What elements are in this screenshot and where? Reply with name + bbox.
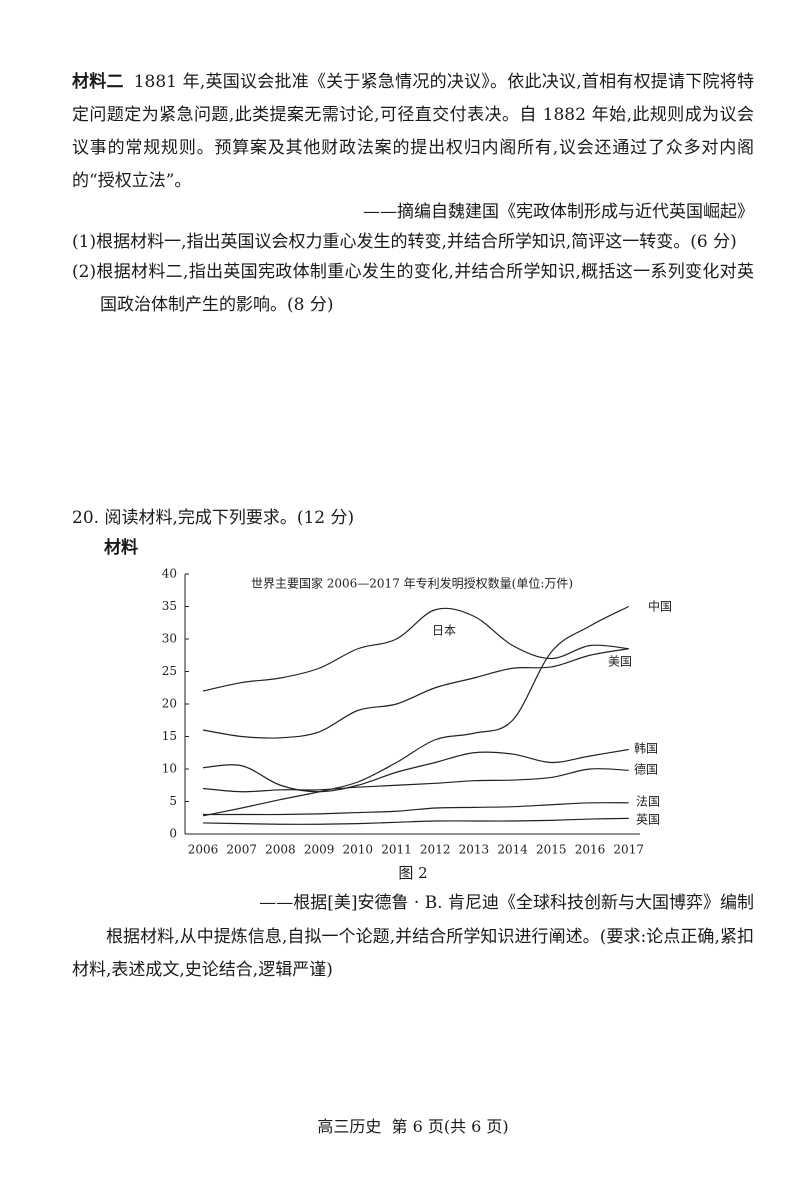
figure-caption: 图 2 xyxy=(398,864,428,882)
y-tick-label: 15 xyxy=(162,729,177,743)
series-label: 日本 xyxy=(432,624,456,638)
chart: 世界主要国家 2006—2017 年专利发明授权数量(单位:万件) 0 5 10 15… xyxy=(162,567,672,857)
x-tick-label: 2008 xyxy=(265,843,296,857)
material-label: 材料二 xyxy=(72,72,124,92)
series-line xyxy=(202,748,629,793)
series-line xyxy=(202,768,629,793)
question: (2)根据材料二,指出英国宪政体制重心发生的变化,并结合所学知识,概括这一系列变… xyxy=(72,262,754,315)
series-label: 美国 xyxy=(608,655,632,669)
x-tick-label: 2012 xyxy=(420,843,451,857)
material-text: 1881 年,英国议会批准《关于紧急情况的决议》。依此决议,首相有权提请下院将特… xyxy=(72,72,754,191)
material-label: 材料 xyxy=(104,538,138,558)
series-label: 德国 xyxy=(634,762,658,777)
x-tick-label: 2010 xyxy=(343,843,374,857)
series-line xyxy=(202,817,629,825)
prompt: 根据材料,从中提炼信息,自拟一个论题,并结合所学知识进行阐述。(要求:论点正确,… xyxy=(72,927,754,980)
y-tick-label: 40 xyxy=(162,567,177,581)
series-line xyxy=(202,605,629,817)
x-tick-label: 2014 xyxy=(497,843,528,857)
series-label: 法国 xyxy=(636,795,660,809)
series-label: 韩国 xyxy=(634,741,658,756)
x-tick-label: 2007 xyxy=(226,843,257,857)
x-tick-label: 2016 xyxy=(575,843,606,857)
series-line xyxy=(202,607,629,692)
y-tick-label: 35 xyxy=(162,599,177,613)
x-tick-label: 2006 xyxy=(188,843,219,857)
x-tick-label: 2011 xyxy=(381,843,412,857)
x-tick-label: 2017 xyxy=(613,843,644,857)
chart-title: 世界主要国家 2006—2017 年专利发明授权数量(单位:万件) xyxy=(251,576,573,591)
y-tick-label: 30 xyxy=(162,632,177,646)
footer: 高三历史 第 6 页(共 6 页) xyxy=(317,1117,509,1136)
question-heading: 20. 阅读材料,完成下列要求。(12 分) xyxy=(72,508,355,528)
series-label: 中国 xyxy=(648,599,672,614)
x-tick-label: 2015 xyxy=(536,843,567,857)
y-tick-label: 0 xyxy=(169,827,177,841)
x-tick-label: 2013 xyxy=(459,843,490,857)
y-tick-label: 20 xyxy=(162,697,177,711)
series-label: 英国 xyxy=(636,813,660,827)
source: ——根据[美]安德鲁 · B. 肯尼迪《全球科技创新与大国博弈》编制 xyxy=(259,893,754,913)
y-tick-label: 5 xyxy=(169,794,177,808)
material-two: 材料二 1881 年,英国议会批准《关于紧急情况的决议》。依此决议,首相有权提请下… xyxy=(72,66,754,198)
x-tick-label: 2009 xyxy=(304,843,335,857)
question: (1)根据材料一,指出英国议会权力重心发生的转变,并结合所学知识,简评这一转变。… xyxy=(72,232,737,252)
y-tick-label: 25 xyxy=(162,664,177,678)
y-tick-label: 10 xyxy=(162,762,177,776)
series-line xyxy=(202,802,629,816)
series-line xyxy=(202,648,629,739)
source: ——摘编自魏建国《宪政体制形成与近代英国崛起》 xyxy=(363,202,754,222)
